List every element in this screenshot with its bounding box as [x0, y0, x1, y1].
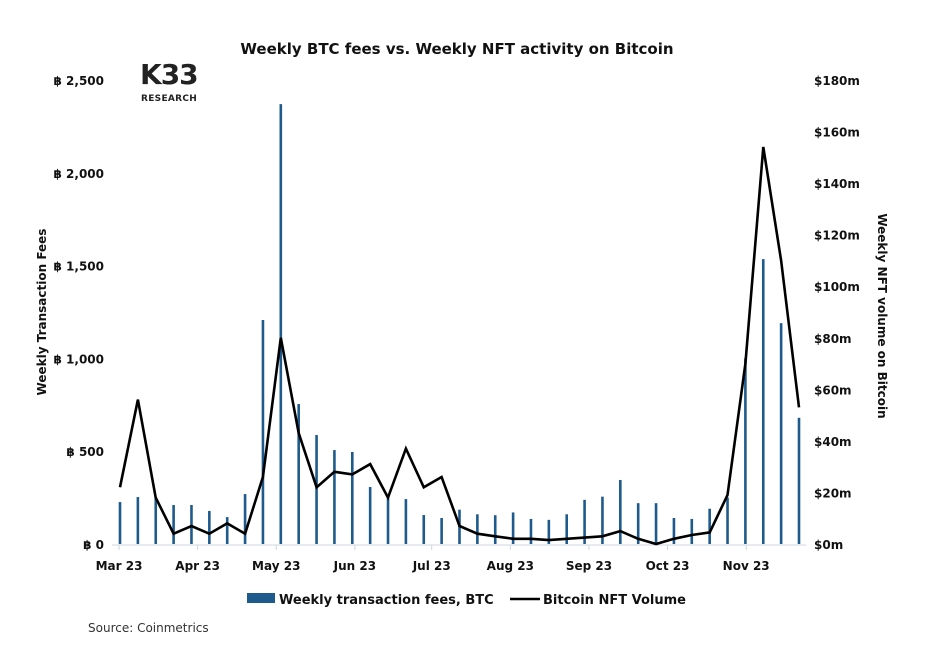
right-tick-label: $80m [814, 332, 852, 346]
fee-bar [708, 508, 711, 544]
x-tick-label: Sep 23 [566, 559, 612, 573]
right-tick-label: $120m [814, 229, 860, 243]
fee-bar [797, 417, 801, 544]
nft-volume-line [118, 146, 801, 546]
left-tick-label: ฿ 1,000 [54, 352, 104, 366]
x-tick-label: Jul 23 [412, 559, 451, 573]
left-axis-ticks: ฿ 0 ฿ 500 ฿ 1,000 ฿ 1,500 ฿ 2,000 ฿ 2,500 [54, 74, 104, 552]
legend: Weekly transaction fees, BTC Bitcoin NFT… [247, 593, 686, 608]
fee-bar [350, 451, 354, 544]
fee-bar [761, 259, 765, 544]
x-tick-label: May 23 [252, 559, 300, 573]
fee-bar [333, 450, 336, 544]
fee-bar [279, 104, 283, 545]
fee-bar [315, 435, 318, 544]
fee-bar [440, 518, 443, 544]
x-tick-label: Oct 23 [646, 559, 690, 573]
right-tick-label: $0m [814, 538, 843, 552]
fee-bar [243, 494, 247, 544]
left-tick-label: ฿ 0 [83, 538, 104, 552]
x-axis-ticks: Mar 23 Apr 23 May 23 Jun 23 Jul 23 Aug 23 Sep … [96, 545, 770, 573]
x-tick-label: Nov 23 [723, 559, 770, 573]
fee-bar [583, 499, 586, 544]
fee-bar [422, 515, 426, 544]
fee-bar [476, 514, 479, 544]
fee-bar [190, 505, 193, 544]
left-tick-label: ฿ 500 [66, 445, 104, 459]
right-tick-label: $40m [814, 435, 852, 449]
fee-bar [261, 319, 265, 544]
left-tick-label: ฿ 1,500 [54, 260, 104, 274]
fee-bar [208, 510, 211, 544]
fee-bar [172, 505, 175, 544]
fee-bar [511, 512, 515, 544]
legend-label-nft: Bitcoin NFT Volume [543, 593, 686, 608]
right-tick-label: $160m [814, 126, 860, 140]
fee-bar [601, 496, 604, 544]
fee-bar [493, 515, 497, 544]
fee-bar [154, 497, 158, 544]
logo-subtext: RESEARCH [141, 94, 197, 104]
fee-bar [619, 479, 622, 544]
x-tick-label: Jun 23 [333, 559, 376, 573]
right-axis-ticks: $0m $20m $40m $60m $80m $100m $120m $140m $160m $… [814, 74, 860, 552]
fee-bar [726, 497, 729, 544]
fee-bar [118, 502, 122, 544]
right-tick-label: $140m [814, 177, 860, 191]
logo-text: K33 [140, 58, 198, 91]
left-tick-label: ฿ 2,500 [54, 74, 104, 88]
fee-bar [547, 519, 551, 544]
fee-bar [386, 495, 390, 544]
fee-bar [565, 514, 569, 544]
right-tick-label: $180m [814, 74, 860, 88]
fee-bar [529, 518, 533, 544]
right-tick-label: $20m [814, 486, 852, 500]
legend-swatch-fees [247, 593, 275, 603]
fee-bar [636, 503, 640, 544]
right-tick-label: $60m [814, 383, 852, 397]
left-tick-label: ฿ 2,000 [54, 167, 104, 181]
fee-bar [654, 503, 658, 544]
fee-bar [690, 518, 694, 544]
fee-bar [779, 323, 783, 544]
fee-bar [225, 517, 229, 544]
fee-bar [744, 358, 747, 544]
chart-title: Weekly BTC fees vs. Weekly NFT activity … [240, 40, 673, 58]
right-axis-label: Weekly NFT volume on Bitcoin [875, 213, 889, 418]
x-tick-label: Aug 23 [487, 559, 534, 573]
right-tick-label: $100m [814, 280, 860, 294]
fee-bar [136, 497, 140, 544]
legend-label-fees: Weekly transaction fees, BTC [279, 593, 494, 608]
k33-logo: K33 RESEARCH [140, 58, 199, 104]
fee-bar [672, 518, 676, 544]
fee-bars [118, 104, 801, 545]
left-axis-label: Weekly Transaction Fees [35, 229, 49, 396]
source-note: Source: Coinmetrics [88, 621, 209, 635]
x-tick-label: Mar 23 [96, 559, 143, 573]
fee-bar [404, 499, 408, 544]
fee-bar [297, 404, 300, 544]
fee-bar [368, 487, 372, 544]
x-tick-label: Apr 23 [175, 559, 220, 573]
